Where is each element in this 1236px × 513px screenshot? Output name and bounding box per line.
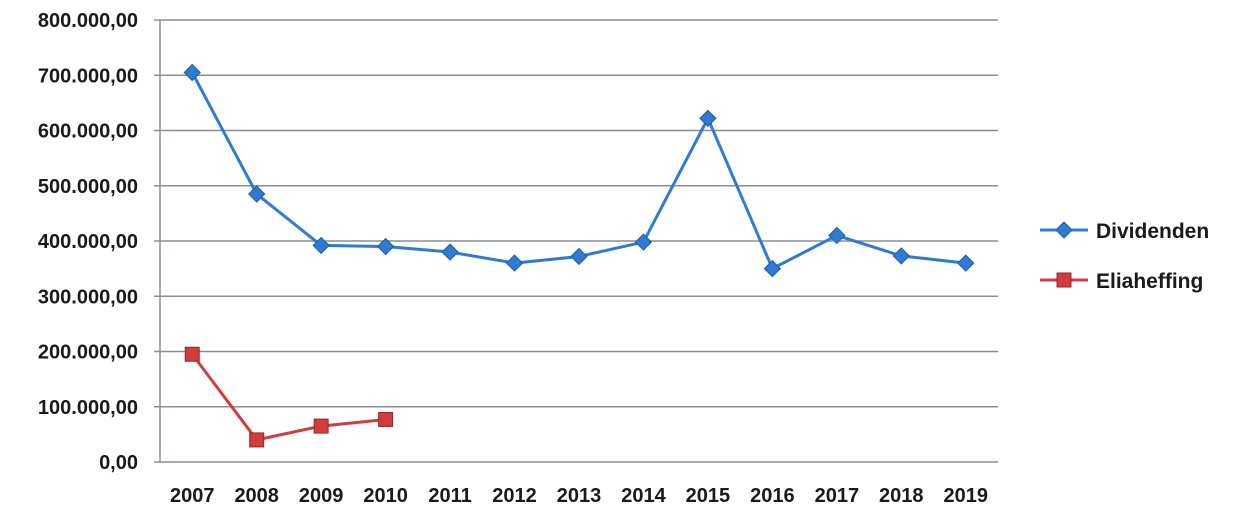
y-tick-label: 400.000,00: [38, 231, 138, 253]
series-eliaheffing: [184, 346, 394, 448]
x-tick-label: 2018: [879, 485, 924, 507]
data-point-dividenden: [570, 247, 588, 266]
data-point-eliaheffing: [378, 411, 394, 427]
y-tick-label: 800.000,00: [38, 10, 138, 32]
y-tick-label: 700.000,00: [38, 65, 138, 87]
data-point-dividenden: [892, 247, 911, 265]
legend-marker-dividenden: [1055, 221, 1073, 239]
x-tick-label: 2015: [686, 485, 731, 507]
series-line-eliaheffing: [191, 353, 386, 442]
data-point-dividenden: [376, 237, 395, 256]
x-tick-label: 2014: [621, 485, 666, 507]
y-tick-label: 0,00: [99, 452, 138, 474]
data-point-dividenden: [247, 185, 266, 203]
y-axis: 0,00 100.000,00 200.000,00 300.000,00 400.00…: [38, 10, 161, 474]
data-point-dividenden: [699, 109, 717, 128]
x-tick-label: 2010: [363, 485, 408, 507]
y-tick-label: 600.000,00: [38, 121, 138, 143]
series-lines: [183, 63, 975, 448]
data-point-eliaheffing: [184, 346, 200, 362]
y-tick-label: 300.000,00: [38, 286, 138, 308]
x-tick-label: 2009: [299, 485, 344, 507]
y-tick-label: 500.000,00: [38, 176, 138, 198]
legend-marker-eliaheffing: [1056, 272, 1072, 288]
data-point-dividenden: [634, 233, 653, 251]
legend-item-dividenden: Dividenden: [1040, 220, 1209, 243]
x-tick-label: 2016: [750, 485, 795, 507]
y-tick-label: 100.000,00: [38, 397, 138, 419]
data-point-dividenden: [312, 236, 330, 255]
data-point-dividenden: [505, 254, 524, 272]
x-tick-label: 2017: [815, 485, 860, 507]
x-tick-label: 2013: [557, 485, 602, 507]
series-dividenden: [183, 63, 975, 278]
data-point-dividenden: [441, 243, 459, 261]
x-tick-label: 2007: [170, 485, 215, 507]
data-point-dividenden: [183, 63, 201, 82]
data-point-eliaheffing: [249, 432, 265, 448]
legend-label-dividenden: Dividenden: [1096, 220, 1209, 243]
grid-lines: [160, 19, 998, 408]
data-point-dividenden: [957, 254, 975, 272]
data-point-eliaheffing: [313, 418, 329, 434]
x-tick-label: 2011: [428, 485, 471, 507]
series-line-dividenden: [190, 71, 966, 271]
x-tick-label: 2019: [944, 485, 989, 507]
y-tick-label: 200.000,00: [38, 342, 138, 364]
x-tick-label: 2012: [492, 485, 537, 507]
legend: Dividenden Eliaheffing: [1040, 220, 1209, 293]
legend-label-eliaheffing: Eliaheffing: [1096, 270, 1203, 293]
data-point-dividenden: [763, 259, 782, 278]
x-axis: 2007 2008 2009 2010 2011 2012 2013 2014 2015 2016…: [160, 461, 998, 507]
legend-item-eliaheffing: Eliaheffing: [1040, 270, 1203, 293]
data-point-dividenden: [828, 226, 846, 245]
x-tick-label: 2008: [234, 485, 279, 507]
